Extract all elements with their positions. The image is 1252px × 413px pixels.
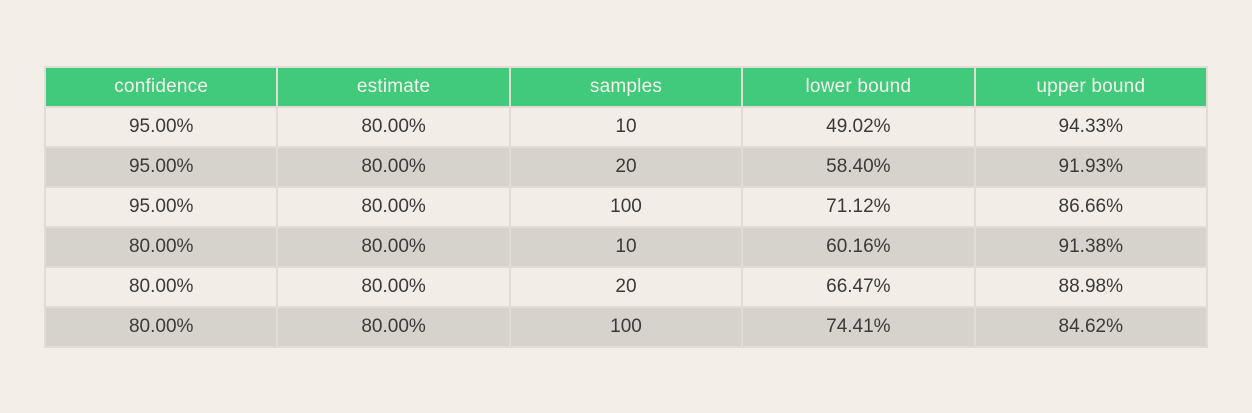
table-cell: 74.41% (743, 308, 974, 346)
table-header: confidence estimate samples lower bound … (46, 68, 1206, 106)
table-cell: 80.00% (278, 268, 509, 306)
table-cell: 86.66% (975, 188, 1206, 226)
table-cell: 94.33% (975, 108, 1206, 146)
confidence-interval-table: confidence estimate samples lower bound … (44, 66, 1208, 348)
column-header-confidence: confidence (46, 68, 277, 106)
table-container: confidence estimate samples lower bound … (44, 66, 1208, 348)
table-cell: 80.00% (278, 108, 509, 146)
table-cell: 91.38% (975, 228, 1206, 266)
table-cell: 100 (510, 308, 742, 346)
column-header-lower-bound: lower bound (743, 68, 974, 106)
table-row: 95.00% 80.00% 20 58.40% 91.93% (46, 148, 1206, 186)
table-cell: 80.00% (46, 228, 277, 266)
table-cell: 20 (510, 268, 742, 306)
column-header-upper-bound: upper bound (975, 68, 1206, 106)
table-cell: 80.00% (278, 188, 509, 226)
column-header-samples: samples (510, 68, 742, 106)
table-cell: 80.00% (46, 308, 277, 346)
table-cell: 80.00% (278, 228, 509, 266)
table-cell: 10 (510, 228, 742, 266)
header-row: confidence estimate samples lower bound … (46, 68, 1206, 106)
table-cell: 80.00% (46, 268, 277, 306)
table-cell: 91.93% (975, 148, 1206, 186)
table-cell: 49.02% (743, 108, 974, 146)
column-header-estimate: estimate (278, 68, 509, 106)
table-cell: 80.00% (278, 148, 509, 186)
table-cell: 10 (510, 108, 742, 146)
table-body: 95.00% 80.00% 10 49.02% 94.33% 95.00% 80… (46, 108, 1206, 346)
table-cell: 60.16% (743, 228, 974, 266)
table-row: 95.00% 80.00% 100 71.12% 86.66% (46, 188, 1206, 226)
table-cell: 66.47% (743, 268, 974, 306)
table-cell: 95.00% (46, 148, 277, 186)
table-cell: 95.00% (46, 188, 277, 226)
table-cell: 71.12% (743, 188, 974, 226)
table-row: 80.00% 80.00% 20 66.47% 88.98% (46, 268, 1206, 306)
table-cell: 100 (510, 188, 742, 226)
table-cell: 95.00% (46, 108, 277, 146)
table-row: 80.00% 80.00% 100 74.41% 84.62% (46, 308, 1206, 346)
table-cell: 88.98% (975, 268, 1206, 306)
table-row: 80.00% 80.00% 10 60.16% 91.38% (46, 228, 1206, 266)
table-cell: 80.00% (278, 308, 509, 346)
table-cell: 58.40% (743, 148, 974, 186)
table-cell: 20 (510, 148, 742, 186)
table-row: 95.00% 80.00% 10 49.02% 94.33% (46, 108, 1206, 146)
table-cell: 84.62% (975, 308, 1206, 346)
